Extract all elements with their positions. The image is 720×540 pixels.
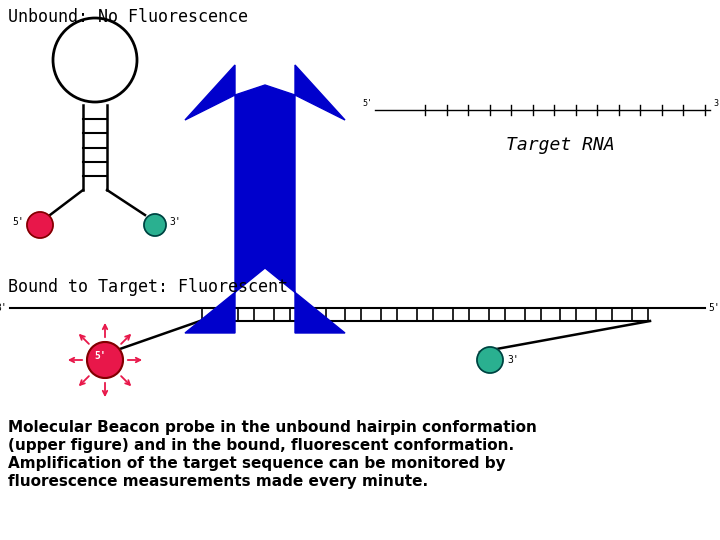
- Bar: [310, 308, 325, 321]
- Text: Bound to Target: Fluorescent: Bound to Target: Fluorescent: [8, 278, 288, 296]
- Circle shape: [477, 347, 503, 373]
- Bar: [202, 308, 218, 321]
- Bar: [238, 308, 254, 321]
- Bar: [524, 308, 541, 321]
- Bar: [346, 308, 361, 321]
- Bar: [489, 308, 505, 321]
- Text: fluorescence measurements made every minute.: fluorescence measurements made every min…: [8, 474, 428, 489]
- Text: 3': 3': [507, 355, 518, 365]
- Circle shape: [87, 342, 123, 378]
- Bar: [453, 308, 469, 321]
- Text: Molecular Beacon probe in the unbound hairpin conformation: Molecular Beacon probe in the unbound ha…: [8, 420, 537, 435]
- Text: 3': 3': [169, 217, 181, 227]
- Text: (upper figure) and in the bound, fluorescent conformation.: (upper figure) and in the bound, fluores…: [8, 438, 514, 453]
- Bar: [381, 308, 397, 321]
- Circle shape: [144, 214, 166, 236]
- Circle shape: [27, 212, 53, 238]
- Text: 5': 5': [12, 217, 24, 227]
- Polygon shape: [185, 65, 345, 333]
- Text: 5': 5': [708, 303, 720, 313]
- Text: 3': 3': [0, 303, 7, 313]
- Bar: [632, 308, 648, 321]
- Text: Unbound: No Fluorescence: Unbound: No Fluorescence: [8, 8, 248, 26]
- Text: 5': 5': [94, 351, 106, 361]
- Bar: [596, 308, 612, 321]
- Text: 5': 5': [362, 99, 372, 108]
- Bar: [560, 308, 576, 321]
- Text: Target RNA: Target RNA: [505, 136, 614, 154]
- Bar: [417, 308, 433, 321]
- Text: 3': 3': [713, 99, 720, 108]
- Text: Amplification of the target sequence can be monitored by: Amplification of the target sequence can…: [8, 456, 505, 471]
- Bar: [274, 308, 289, 321]
